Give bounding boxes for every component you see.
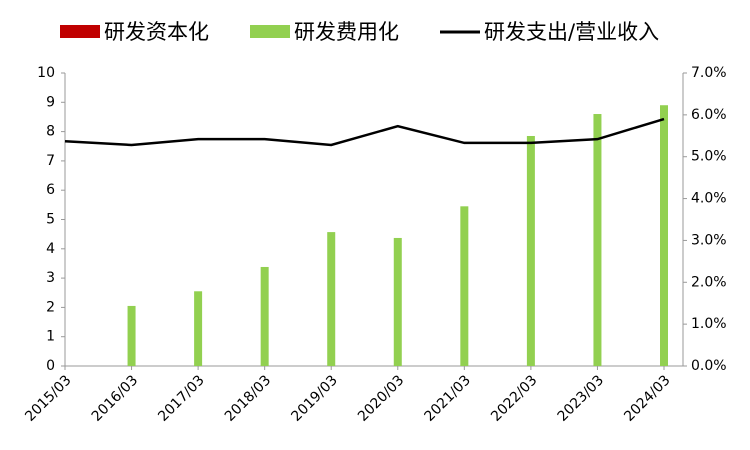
bar	[393, 237, 402, 366]
y-tick-label: 2	[46, 299, 55, 315]
legend-label: 研发资本化	[104, 20, 209, 44]
bar	[593, 114, 602, 367]
y-tick-label: 1	[46, 329, 55, 345]
x-tick-label: 2016/03	[89, 372, 141, 424]
x-tick-label: 2022/03	[488, 372, 540, 424]
y-tick-label: 7	[46, 153, 55, 169]
y-tick-label: 0	[46, 358, 55, 374]
bar	[460, 206, 469, 366]
y-tick-label: 6	[46, 182, 55, 198]
y2-tick-label: 3.0%	[691, 232, 727, 248]
legend-swatch	[60, 25, 100, 38]
bar	[660, 105, 668, 366]
y-tick-label: 3	[46, 270, 55, 286]
line	[64, 117, 665, 147]
x-tick-label: 2024/03	[621, 372, 673, 424]
y-tick-label: 5	[46, 212, 55, 228]
y-tick-label: 8	[46, 124, 55, 140]
x-tick-label: 2021/03	[422, 372, 474, 424]
x-tick-label: 2020/03	[355, 372, 407, 424]
bar	[127, 305, 136, 366]
legend-swatch	[250, 25, 290, 38]
bar	[260, 266, 269, 366]
x-tick-label: 2015/03	[22, 372, 74, 424]
y-tick-label: 10	[37, 65, 55, 81]
bar	[194, 291, 203, 366]
x-tick-label: 2019/03	[288, 372, 340, 424]
legend-label: 研发支出/营业收入	[484, 20, 659, 44]
x-tick-label: 2018/03	[222, 372, 274, 424]
y-tick-label: 9	[46, 94, 55, 110]
y2-tick-label: 5.0%	[691, 149, 727, 165]
y2-tick-label: 4.0%	[691, 191, 727, 207]
bar	[526, 135, 535, 366]
x-tick-label: 2017/03	[155, 372, 207, 424]
y2-tick-label: 1.0%	[691, 316, 727, 332]
y2-tick-label: 6.0%	[691, 107, 727, 123]
y2-tick-label: 7.0%	[691, 65, 727, 81]
bar	[327, 232, 336, 366]
y2-tick-label: 2.0%	[691, 274, 727, 290]
legend-label: 研发费用化	[294, 20, 399, 44]
y-tick-label: 4	[46, 241, 55, 257]
y2-tick-label: 0.0%	[691, 358, 727, 374]
x-tick-label: 2023/03	[555, 372, 607, 424]
